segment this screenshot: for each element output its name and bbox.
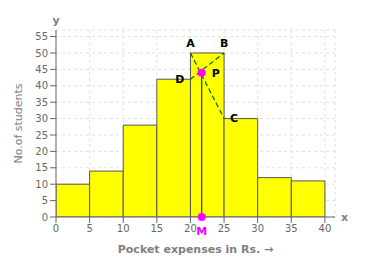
svg-text:A: A xyxy=(186,37,195,50)
svg-text:20: 20 xyxy=(184,223,197,234)
svg-text:55: 55 xyxy=(35,31,48,42)
svg-text:No.of students: No.of students xyxy=(12,83,25,163)
svg-text:M: M xyxy=(196,225,207,238)
svg-text:B: B xyxy=(220,37,228,50)
svg-text:5: 5 xyxy=(42,195,48,206)
svg-text:10: 10 xyxy=(117,223,130,234)
svg-text:P: P xyxy=(212,67,220,80)
svg-text:50: 50 xyxy=(35,48,48,59)
svg-text:35: 35 xyxy=(35,97,48,108)
svg-text:C: C xyxy=(230,112,238,125)
svg-text:40: 40 xyxy=(35,80,48,91)
svg-text:35: 35 xyxy=(285,223,298,234)
svg-text:10: 10 xyxy=(35,179,48,190)
svg-text:45: 45 xyxy=(35,64,48,75)
svg-text:y: y xyxy=(52,14,59,27)
svg-text:0: 0 xyxy=(42,212,48,223)
svg-text:5: 5 xyxy=(86,223,92,234)
svg-text:30: 30 xyxy=(35,113,48,124)
svg-text:20: 20 xyxy=(35,146,48,157)
svg-text:30: 30 xyxy=(251,223,264,234)
svg-text:D: D xyxy=(175,73,184,86)
svg-text:40: 40 xyxy=(319,223,332,234)
svg-text:25: 25 xyxy=(218,223,231,234)
svg-text:x: x xyxy=(341,211,348,224)
svg-text:25: 25 xyxy=(35,130,48,141)
svg-text:15: 15 xyxy=(35,162,48,173)
svg-text:0: 0 xyxy=(53,223,59,234)
svg-text:15: 15 xyxy=(150,223,163,234)
svg-text:Pocket expenses in Rs. →: Pocket expenses in Rs. → xyxy=(118,243,274,256)
